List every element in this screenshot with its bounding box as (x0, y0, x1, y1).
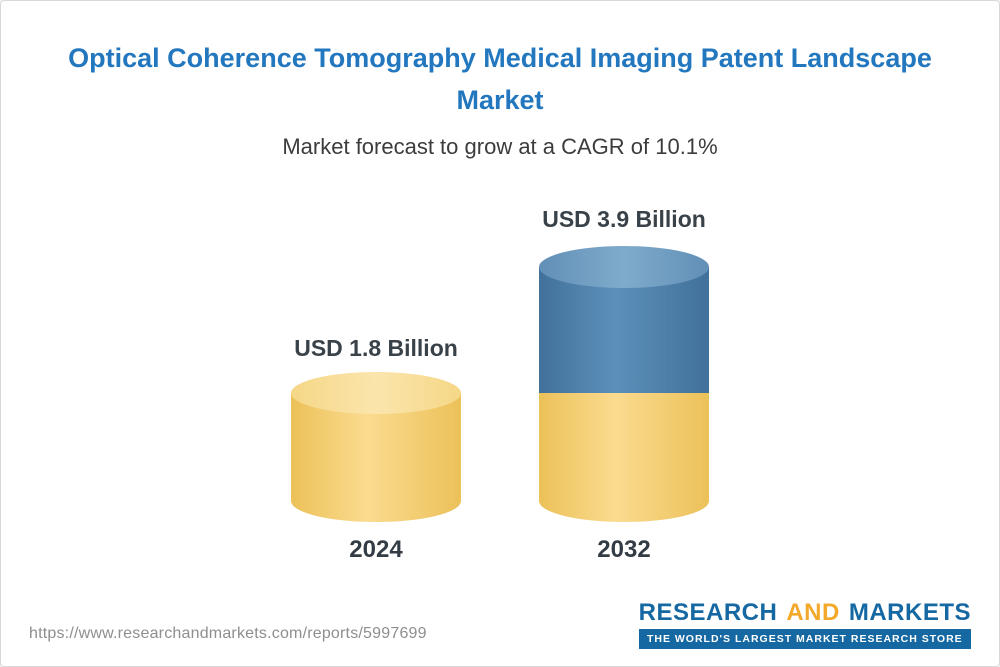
logo-wordmark: RESEARCH AND MARKETS (639, 601, 971, 625)
report-url: https://www.researchandmarkets.com/repor… (29, 625, 427, 642)
year-label-2032: 2032 (597, 536, 650, 563)
logo-word-and: AND (786, 599, 840, 626)
year-label-2024: 2024 (349, 536, 403, 563)
logo-tagline: THE WORLD'S LARGEST MARKET RESEARCH STOR… (638, 629, 971, 649)
cylinder-bars (291, 246, 709, 522)
cylinder-2032-top (539, 246, 709, 288)
page-title-line-1: Optical Coherence Tomography Medical Ima… (68, 43, 932, 73)
page-subtitle: Market forecast to grow at a CAGR of 10.… (282, 134, 718, 159)
logo-word-research: RESEARCH (638, 599, 778, 626)
cylinder-2032-segment-yellow (539, 393, 709, 501)
page-title-line-2: Market (456, 85, 544, 115)
value-label-2024: USD 1.8 Billion (294, 335, 458, 361)
cylinder-2024-top (291, 372, 461, 414)
page-title: Optical Coherence Tomography Medical Ima… (31, 37, 969, 121)
research-and-markets-logo: RESEARCH AND MARKETS THE WORLD'S LARGEST… (638, 601, 971, 649)
logo-word-markets: MARKETS (848, 599, 971, 626)
value-label-2032: USD 3.9 Billion (542, 206, 706, 232)
